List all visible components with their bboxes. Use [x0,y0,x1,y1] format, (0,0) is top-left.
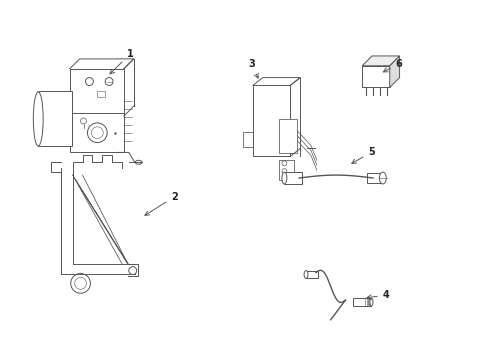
Text: 5: 5 [352,147,375,163]
Polygon shape [362,56,399,66]
Ellipse shape [135,160,142,164]
Ellipse shape [379,172,386,184]
Bar [279,160,294,180]
Text: 1: 1 [110,49,134,74]
Polygon shape [390,56,399,87]
Text: 4: 4 [367,290,390,300]
Ellipse shape [33,92,43,146]
Bar [284,172,302,184]
Ellipse shape [369,298,373,306]
Bar [367,173,381,183]
Bar [70,69,124,116]
Text: 2: 2 [145,192,178,215]
Bar [38,91,72,145]
Ellipse shape [282,172,287,184]
Bar [279,119,297,153]
Bar [306,271,318,278]
Bar [253,85,290,156]
Bar [70,113,124,152]
Bar [362,66,390,87]
Text: 6: 6 [383,59,402,72]
Bar [98,91,105,97]
Ellipse shape [304,271,308,278]
Bar [353,298,371,306]
Text: 3: 3 [248,59,258,78]
